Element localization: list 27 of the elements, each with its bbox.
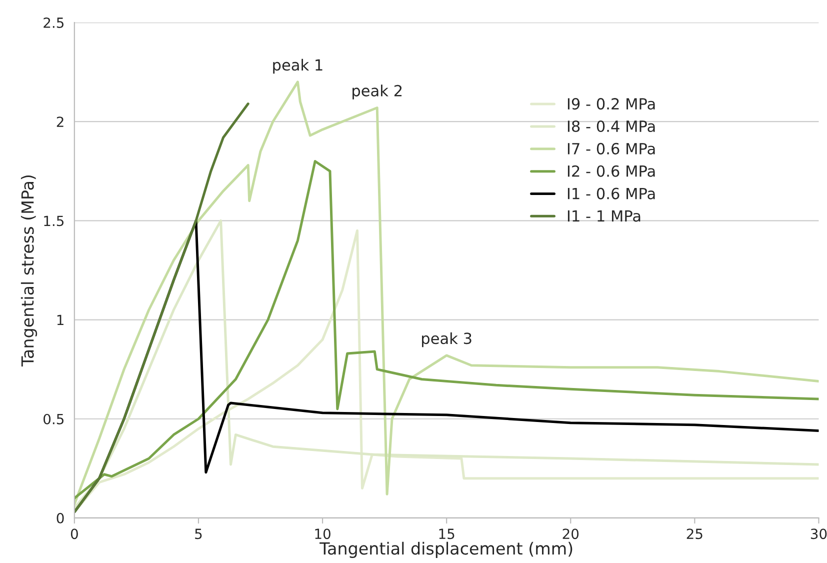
y-axis-title: Tangential stress (MPa) [20,175,38,366]
y-tick-label: 0 [56,512,64,524]
x-axis-title: Tangential displacement (mm) [320,542,572,558]
line-series [74,80,819,506]
y-tick-label: 2 [56,116,64,127]
legend-label: I8 - 0.4 MPa [568,120,655,132]
x-tick-label: 20 [562,528,579,540]
annotation: peak 1 [273,58,322,74]
y-tick-label: 2.5 [44,17,64,28]
y-tick-label: 1 [57,314,64,326]
line-series [74,160,819,500]
x-tick-label: 25 [686,528,702,540]
line-series [74,102,250,514]
legend-label: I2 - 0.6 MPa [568,165,655,177]
x-tick-label: 0 [70,528,78,540]
x-tick-label: 30 [810,528,827,540]
legend-label: I1 - 1 MPa [568,210,640,222]
x-tick-label: 15 [439,528,454,540]
annotation: peak 2 [352,84,402,100]
legend-label: I9 - 0.2 MPa [568,98,655,110]
y-tick-label: 1.5 [44,216,64,226]
annotation: peak 3 [422,332,472,348]
y-tick-label: 0.5 [44,414,64,424]
legend-label: I1 - 0.6 MPa [568,188,655,200]
x-tick-label: 5 [195,528,202,540]
x-tick-label: 10 [315,528,330,540]
legend-label: I7 - 0.6 MPa [568,142,655,154]
